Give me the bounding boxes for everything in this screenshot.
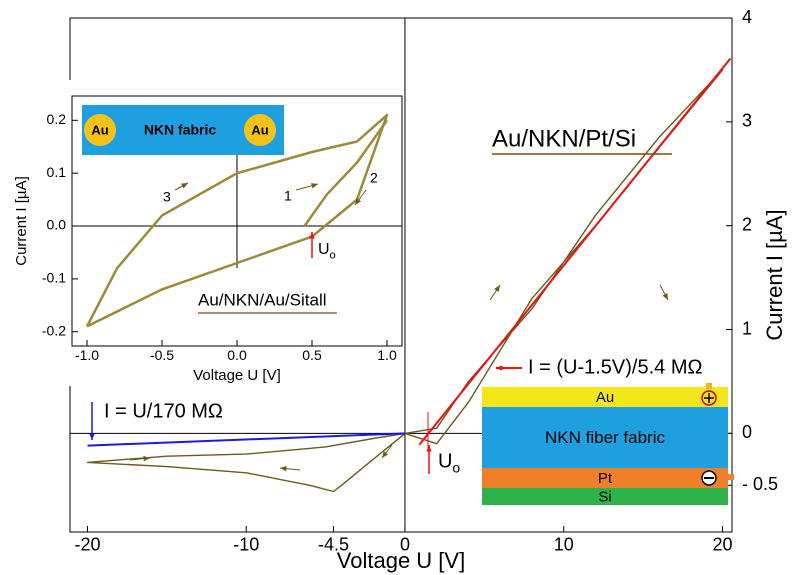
annotation: 1 [284,188,292,204]
annotation: 3 [163,189,171,205]
annotation: Au [91,122,108,137]
x-tick-label: -1.0 [75,347,99,363]
annotation-subscript: o [452,460,460,476]
annotation: NKN fabric [144,122,217,138]
annotation: 2 [370,170,378,186]
x-tick-label: -10 [233,534,259,554]
x-tick-label: -20 [74,534,100,554]
contact [728,474,734,480]
y-axis-title: Current I [µA] [13,176,30,266]
y-tick-label: 0.0 [47,217,67,233]
y-tick-label: 0.1 [47,164,67,180]
y-tick-label: 1 [742,318,752,338]
y-tick-label: 2 [742,214,752,234]
annotation: U [318,241,330,258]
annotation: I = U/170 MΩ [104,400,223,422]
x-tick-label: 0.5 [302,347,322,363]
y-tick-label: -0.2 [42,322,66,338]
x-axis-title: Voltage U [V] [193,367,281,384]
annotation: U [438,450,452,472]
y-tick-label: 0.2 [47,111,67,127]
x-tick-label: 10 [554,534,574,554]
annotation: Au [251,122,268,137]
annotation: Au/NKN/Au/Sitall [198,290,327,309]
annotation: I = (U-1.5V)/5.4 MΩ [528,356,702,378]
page: -20-10-4.50102043210- 0.5Voltage U [V]Cu… [0,0,796,575]
annotation: Au/NKN/Pt/Si [492,125,636,152]
x-tick-label: 20 [712,534,732,554]
x-tick-label: -0.5 [150,347,174,363]
y-tick-label: -0.1 [42,270,66,286]
x-axis-title: Voltage U [V] [337,548,465,573]
y-axis-title: Current I [µA] [762,209,787,340]
layer-label: Au [596,389,614,406]
y-tick-label: 0 [742,422,752,442]
layer-label: Pt [598,470,613,487]
x-tick-label: 1.0 [377,347,397,363]
contact [706,383,712,389]
chart: -20-10-4.50102043210- 0.5Voltage U [V]Cu… [0,0,796,575]
layer-label: Si [598,488,611,505]
y-tick-label: - 0.5 [742,474,778,494]
layer-label: NKN fiber fabric [545,428,665,447]
annotation-subscript: o [330,250,336,262]
y-tick-label: 4 [742,7,752,27]
y-tick-label: 3 [742,111,752,131]
x-tick-label: 0.0 [227,347,247,363]
